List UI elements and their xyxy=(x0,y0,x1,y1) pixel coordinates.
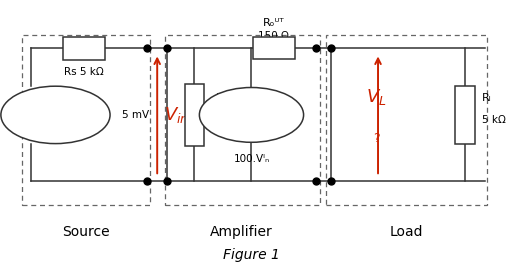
Text: Rₒᵁᵀ: Rₒᵁᵀ xyxy=(263,18,285,28)
Text: Rs 5 kΩ: Rs 5 kΩ xyxy=(64,67,104,77)
Text: $V_L$: $V_L$ xyxy=(366,87,386,107)
Text: Figure 1: Figure 1 xyxy=(223,248,280,262)
Bar xyxy=(455,86,475,144)
Text: Rᴵₙ: Rᴵₙ xyxy=(216,93,230,103)
Text: 100.Vᴵₙ: 100.Vᴵₙ xyxy=(234,154,269,164)
Bar xyxy=(63,37,105,60)
Text: Rₗ: Rₗ xyxy=(482,93,492,103)
Text: 5 kΩ: 5 kΩ xyxy=(482,115,506,125)
Text: 95 kΩ: 95 kΩ xyxy=(216,115,247,125)
Text: $V_s$: $V_s$ xyxy=(45,105,60,120)
Text: Load: Load xyxy=(389,225,423,239)
Text: Amplifier: Amplifier xyxy=(210,225,273,239)
Circle shape xyxy=(199,87,304,142)
Text: $V_{in}$: $V_{in}$ xyxy=(164,105,189,125)
Text: 150 Ω: 150 Ω xyxy=(259,31,289,41)
Text: Source: Source xyxy=(62,225,109,239)
Text: ?: ? xyxy=(373,132,379,145)
Bar xyxy=(185,83,204,146)
Text: 5 mV: 5 mV xyxy=(123,110,150,120)
Bar xyxy=(253,37,295,59)
Circle shape xyxy=(1,86,110,144)
